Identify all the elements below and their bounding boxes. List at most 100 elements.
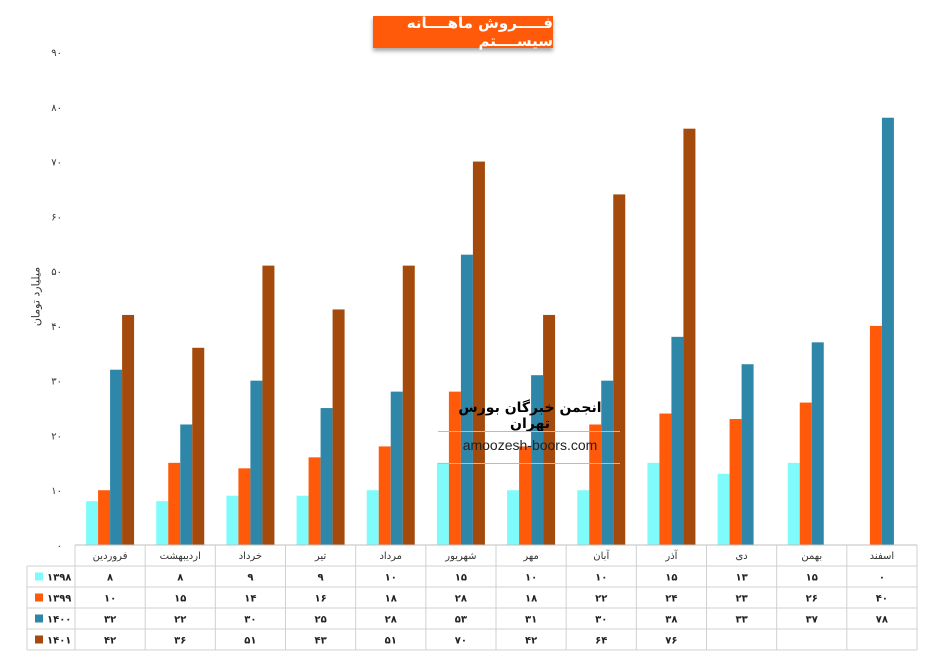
legend-key-۱۴۰۰ [35,614,43,623]
y-tick-label: ۷۰ [51,158,62,169]
data-label: ۱۵ [806,573,818,584]
bar-۱۳۹۸-آذر [647,462,660,545]
data-label: ۷۰ [455,636,467,647]
data-label: ۱۴ [244,594,256,605]
data-label: ۳۰ [244,615,256,626]
data-label: ۱۰ [595,573,607,584]
legend-key-۱۳۹۹ [35,593,43,602]
data-label: ۳۰ [595,615,607,626]
legend-label: ۱۴۰۰ [47,615,71,626]
bar-۱۴۰۰-فروردین [110,369,123,545]
y-tick-label: ۱۰ [51,486,62,497]
bar-۱۴۰۱-تیر [332,309,345,545]
y-tick-label: ۴۰ [51,322,62,333]
data-label: ۶۴ [595,636,607,647]
bar-۱۳۹۹-تیر [308,457,321,545]
category-label: آبان [593,549,610,562]
bar-۱۳۹۸-بهمن [787,462,800,545]
bar-۱۴۰۰-تیر [320,408,333,545]
data-label: ۲۲ [595,594,607,605]
bar-۱۴۰۰-دی [741,364,754,545]
category-label: اردیبهشت [160,551,201,562]
bar-۱۴۰۰-اردیبهشت [180,424,193,545]
y-tick-label: ۵۰ [51,267,62,278]
bar-۱۳۹۹-مهر [519,446,532,545]
data-label: ۱۶ [314,594,326,605]
legend-key-۱۴۰۱ [35,635,43,644]
data-label: ۳۳ [735,615,747,626]
category-label: اسفند [870,551,894,562]
bar-۱۳۹۸-دی [717,473,730,545]
bar-۱۴۰۱-اردیبهشت [192,347,205,545]
legend-label: ۱۳۹۸ [47,573,71,584]
y-tick-label: ۳۰ [51,377,62,388]
bar-۱۴۰۱-آبان [613,194,626,545]
bar-۱۳۹۸-تیر [296,495,309,545]
category-label: آذر [664,549,678,562]
bar-۱۴۰۰-آبان [601,380,614,545]
bar-۱۴۰۱-آذر [683,128,696,545]
category-label: فروردین [93,551,128,562]
bar-۱۴۰۱-مهر [543,314,556,545]
data-label: ۱۰ [104,594,116,605]
y-tick-label: ۶۰ [51,212,62,223]
bar-۱۳۹۸-مهر [507,490,520,545]
data-label: ۳۸ [665,615,677,626]
bar-۱۳۹۹-آذر [659,413,672,545]
bar-۱۳۹۸-خرداد [226,495,239,545]
watermark-divider [438,431,620,432]
data-label: ۲۵ [314,615,326,626]
data-label: ۳۲ [104,615,116,626]
bar-۱۳۹۹-دی [729,419,742,545]
data-label: ۱۰ [525,573,537,584]
bar-۱۴۰۱-خرداد [262,265,275,545]
category-label: شهریور [444,551,476,562]
y-tick-label: ۲۰ [51,431,62,442]
data-label: ۴۳ [314,636,326,647]
data-label: ۵۱ [244,636,256,647]
data-label: ۳۶ [174,636,186,647]
data-label: ۹ [318,573,324,584]
bar-۱۳۹۹-مرداد [378,446,391,545]
data-label: ۱۳ [735,573,747,584]
data-label: ۲۳ [735,594,747,605]
data-label: ۱۵ [455,573,467,584]
bar-۱۴۰۰-بهمن [811,342,824,545]
data-label: ۸ [177,573,183,584]
data-label: ۵۱ [385,636,397,647]
bar-۱۴۰۰-مهر [531,375,544,545]
data-label: ۲۶ [806,594,818,605]
data-label: ۷۸ [876,615,888,626]
data-label: ۴۲ [104,636,116,647]
bar-۱۴۰۰-اسفند [881,117,894,545]
data-label: ۴۰ [876,594,888,605]
data-label: ۱۰ [385,573,397,584]
data-label: ۱۵ [665,573,677,584]
bar-۱۴۰۰-خرداد [250,380,263,545]
bar-۱۳۹۹-فروردین [98,490,111,545]
data-label: ۱۵ [174,594,186,605]
watermark-title: انجمن خبرگان بورس تهران [458,400,602,432]
category-label: تیر [314,551,327,562]
data-label: ۲۸ [385,615,397,626]
y-tick-label: ۰ [57,541,62,552]
y-axis-label: میلیارد تومان [29,266,43,327]
category-label: خرداد [239,551,262,562]
data-label: ۰ [879,573,885,584]
watermark-url: amoozesh-boors.com [462,437,598,453]
bar-۱۳۹۹-شهریور [448,391,461,545]
data-label: ۳۷ [806,615,818,626]
bar-۱۴۰۱-شهریور [472,161,485,546]
data-label: ۲۴ [665,594,677,605]
data-label: ۱۸ [525,594,537,605]
bar-۱۴۰۰-مرداد [390,391,403,545]
bar-۱۳۹۸-شهریور [436,462,449,545]
bar-۱۴۰۰-شهریور [460,254,473,545]
bar-۱۳۹۸-مرداد [366,490,379,545]
bar-۱۳۹۹-آبان [589,424,602,545]
legend-key-۱۳۹۸ [35,572,43,581]
bar-۱۳۹۹-خرداد [238,468,251,545]
data-label: ۳۱ [525,615,537,626]
data-label: ۵۳ [455,615,467,626]
